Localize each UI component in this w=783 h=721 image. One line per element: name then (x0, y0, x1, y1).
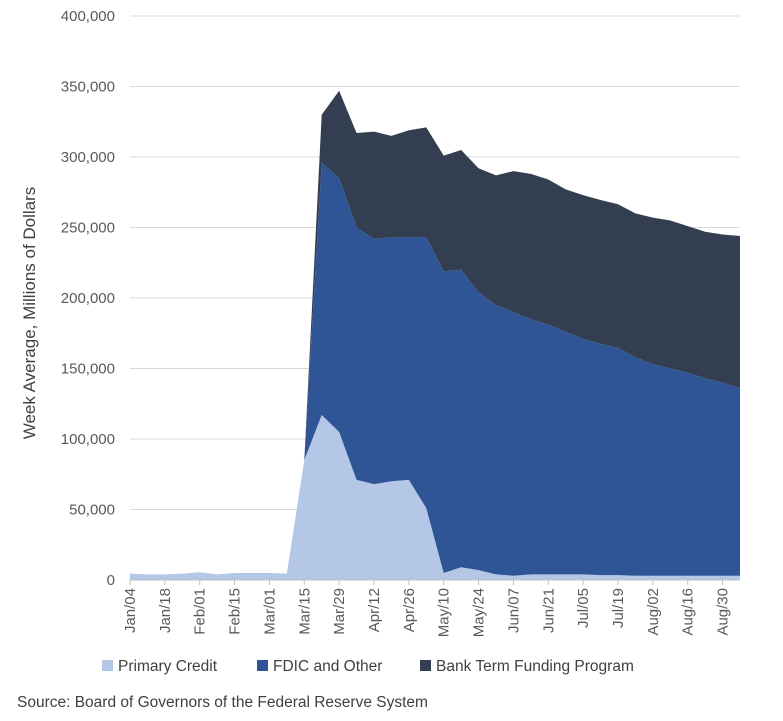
legend-label: FDIC and Other (273, 658, 382, 675)
y-tick-label: 300,000 (61, 149, 115, 166)
area-fdic-and-other (130, 162, 740, 576)
x-tick-label: Jun/21 (540, 588, 557, 633)
y-axis-title: Week Average, Millions of Dollars (20, 187, 39, 440)
y-tick-label: 150,000 (61, 361, 115, 378)
legend-label: Bank Term Funding Program (436, 658, 634, 675)
legend-swatch (257, 660, 268, 671)
x-tick-label: Mar/01 (261, 588, 278, 635)
area-bank-term-funding-program (130, 90, 740, 575)
y-tick-label: 400,000 (61, 8, 115, 25)
x-tick-label: May/24 (471, 588, 488, 637)
area-primary-credit (130, 415, 740, 580)
x-tick-label: Apr/26 (401, 588, 418, 632)
x-tick-label: Jan/04 (122, 588, 139, 633)
x-tick-label: Feb/15 (227, 588, 244, 635)
legend-swatch (102, 660, 113, 671)
legend-label: Primary Credit (118, 658, 218, 675)
x-tick-label: Apr/12 (366, 588, 383, 632)
x-tick-label: Mar/15 (296, 588, 313, 635)
x-tick-label: Jan/18 (157, 588, 174, 633)
x-tick-label: Aug/30 (715, 588, 732, 636)
source-note: Source: Board of Governors of the Federa… (17, 694, 428, 711)
y-tick-label: 200,000 (61, 290, 115, 307)
x-tick-label: Jul/19 (610, 588, 627, 628)
x-tick-label: Aug/02 (645, 588, 662, 636)
plot-areas (130, 90, 740, 580)
y-tick-label: 100,000 (61, 431, 115, 448)
y-tick-label: 250,000 (61, 220, 115, 237)
x-tick-label: Aug/16 (680, 588, 697, 636)
y-tick-label: 50,000 (69, 502, 115, 519)
x-tick-label: Mar/29 (331, 588, 348, 635)
x-tick-label: May/10 (436, 588, 453, 637)
y-tick-label: 350,000 (61, 79, 115, 96)
legend-swatch (420, 660, 431, 671)
x-tick-label: Jun/07 (505, 588, 522, 633)
legend: Primary Credit FDIC and Other Bank Term Fu… (102, 658, 634, 675)
y-tick-label: 0 (107, 572, 115, 589)
axes: 0 50,000 100,000 150,000 200,000 250,000 300,0… (61, 8, 740, 637)
x-tick-label: Jul/05 (575, 588, 592, 628)
x-tick-label: Feb/01 (192, 588, 209, 635)
